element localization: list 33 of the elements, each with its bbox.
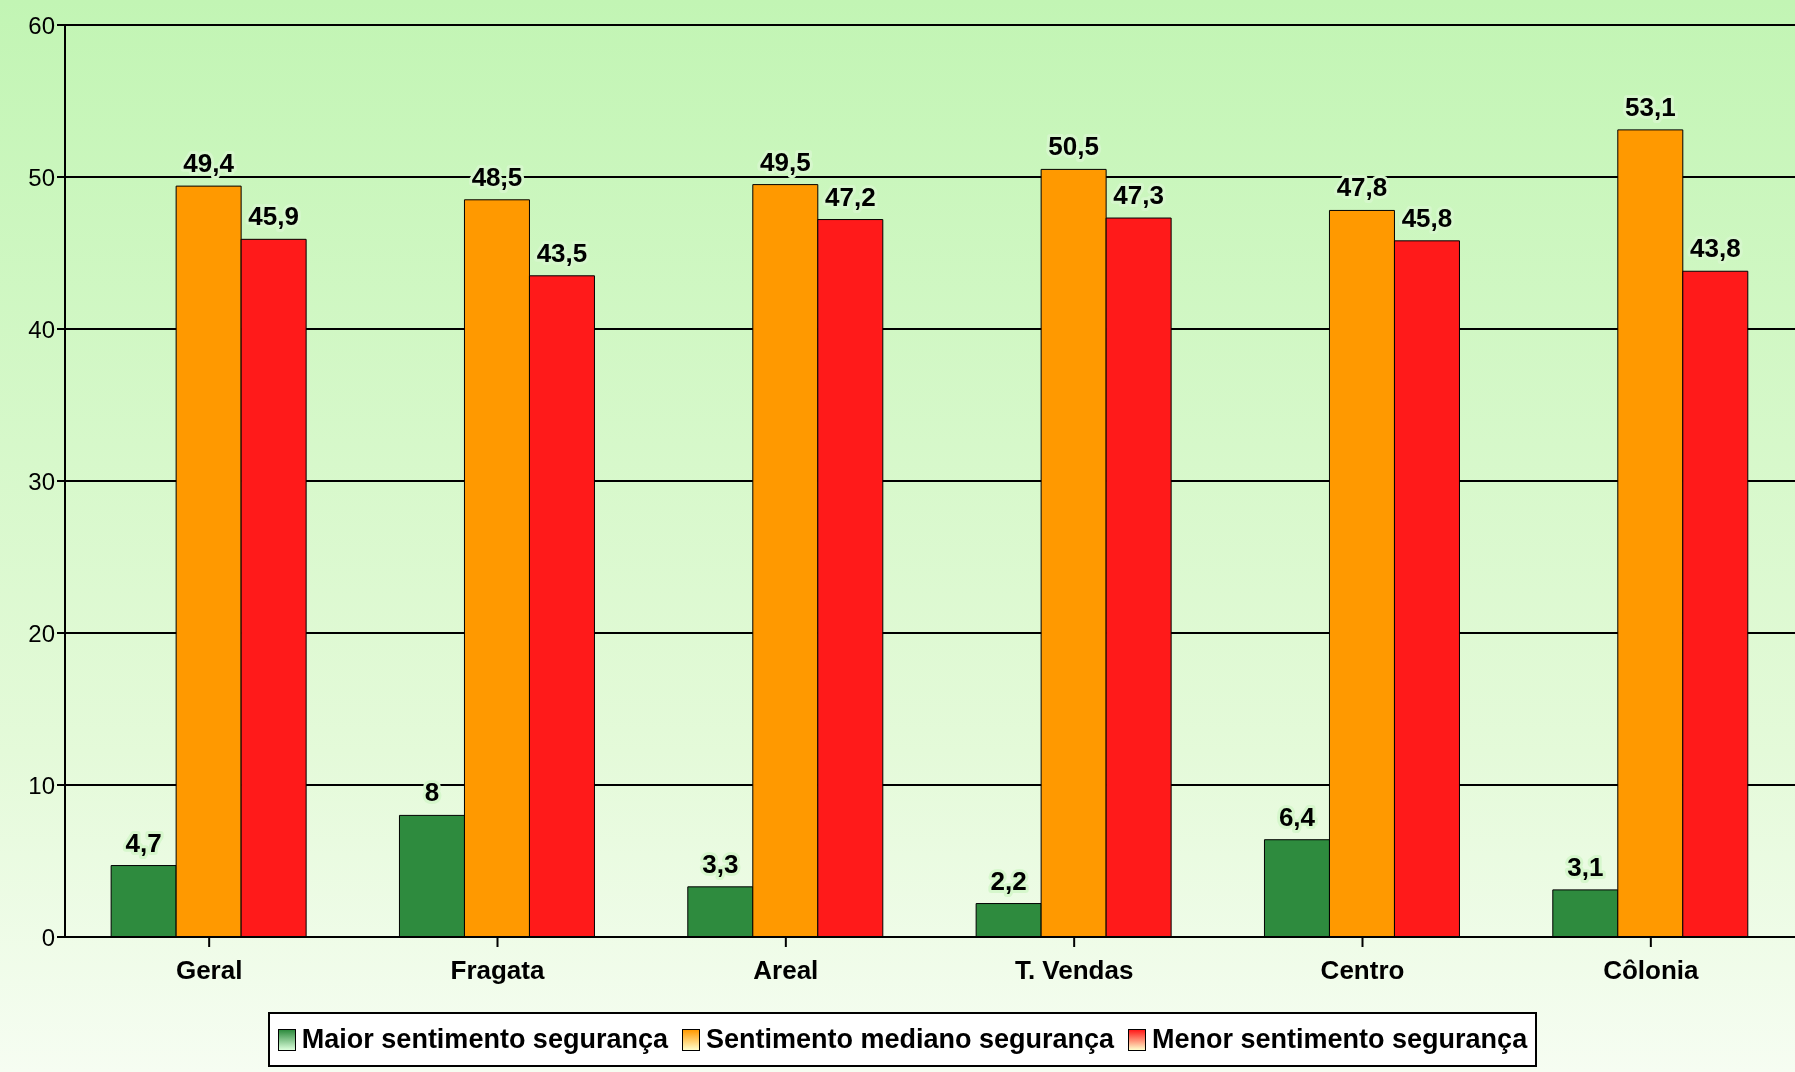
x-tick-label: Centro xyxy=(1320,955,1405,986)
x-tick-label: T. Vendas xyxy=(1014,955,1134,986)
legend-label: Sentimento mediano segurança xyxy=(704,1024,1115,1055)
data-label: 6,4 xyxy=(1278,801,1316,832)
data-label: 3,1 xyxy=(1567,851,1604,882)
data-label: 8 xyxy=(424,777,440,808)
y-tick-label: 20 xyxy=(28,619,55,647)
y-tick-label: 30 xyxy=(28,467,55,495)
data-label: 4,7 xyxy=(125,827,162,858)
y-tick-label: 10 xyxy=(28,771,55,799)
y-tick-label: 0 xyxy=(41,923,55,951)
data-label: 53,1 xyxy=(1625,91,1676,122)
legend-label: Menor sentimento segurança xyxy=(1151,1024,1528,1055)
x-tick-label: Fragata xyxy=(450,955,545,986)
data-label: 3,3 xyxy=(702,848,739,879)
x-tick-label: Geral xyxy=(175,955,243,986)
data-label: 45,9 xyxy=(248,201,299,232)
data-label: 47,2 xyxy=(825,181,876,212)
data-label: 45,8 xyxy=(1401,202,1453,233)
y-tick-label: 50 xyxy=(28,163,55,191)
y-tick-label: 40 xyxy=(28,315,55,343)
x-tick-label: Côlonia xyxy=(1603,955,1700,986)
data-label: 49,5 xyxy=(760,146,811,177)
x-tick-label: Areal xyxy=(753,955,819,986)
data-label: 47,3 xyxy=(1113,180,1164,211)
data-label: 2,2 xyxy=(990,865,1027,896)
y-tick-label: 60 xyxy=(28,11,55,39)
data-label: 47,8 xyxy=(1336,172,1388,203)
data-label: 49,4 xyxy=(183,148,235,179)
data-label: 50,5 xyxy=(1048,131,1099,162)
data-label: 43,8 xyxy=(1690,233,1741,264)
data-label: 43,5 xyxy=(536,237,588,268)
legend-label: Maior sentimento segurança xyxy=(300,1024,668,1055)
